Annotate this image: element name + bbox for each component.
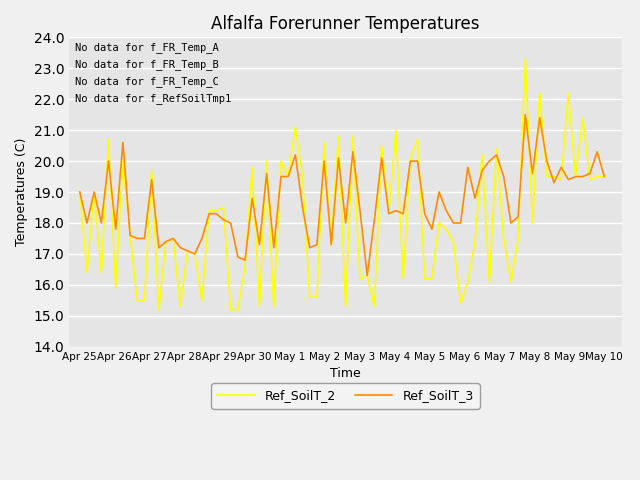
Ref_SoilT_3: [564, 177, 572, 182]
Ref_SoilT_3: [191, 251, 198, 257]
Text: No data for f_FR_Temp_B: No data for f_FR_Temp_B: [75, 59, 219, 70]
Title: Alfalfa Forerunner Temperatures: Alfalfa Forerunner Temperatures: [211, 15, 480, 33]
Ref_SoilT_3: [371, 217, 378, 223]
Ref_SoilT_2: [155, 307, 163, 312]
Ref_SoilT_2: [198, 298, 206, 303]
Ref_SoilT_3: [248, 195, 256, 201]
Ref_SoilT_2: [378, 143, 385, 148]
Ref_SoilT_2: [371, 304, 378, 310]
Ref_SoilT_3: [364, 273, 371, 278]
Ref_SoilT_3: [76, 189, 84, 195]
Ref_SoilT_3: [600, 174, 608, 180]
Y-axis label: Temperatures (C): Temperatures (C): [15, 138, 28, 246]
Text: No data for f_FR_Temp_C: No data for f_FR_Temp_C: [75, 76, 219, 87]
Ref_SoilT_3: [522, 112, 529, 118]
Text: No data for f_FR_Temp_A: No data for f_FR_Temp_A: [75, 42, 219, 53]
Text: No data for f_RefSoilTmp1: No data for f_RefSoilTmp1: [75, 93, 231, 104]
Line: Ref_SoilT_3: Ref_SoilT_3: [80, 115, 604, 276]
Ref_SoilT_3: [184, 248, 191, 254]
Legend: Ref_SoilT_2, Ref_SoilT_3: Ref_SoilT_2, Ref_SoilT_3: [211, 383, 480, 408]
Ref_SoilT_2: [191, 251, 198, 257]
X-axis label: Time: Time: [330, 367, 361, 380]
Line: Ref_SoilT_2: Ref_SoilT_2: [80, 59, 604, 310]
Ref_SoilT_2: [600, 174, 608, 180]
Ref_SoilT_3: [378, 155, 385, 161]
Ref_SoilT_2: [564, 90, 572, 96]
Ref_SoilT_2: [255, 304, 263, 310]
Ref_SoilT_2: [76, 189, 84, 195]
Ref_SoilT_2: [522, 56, 529, 62]
